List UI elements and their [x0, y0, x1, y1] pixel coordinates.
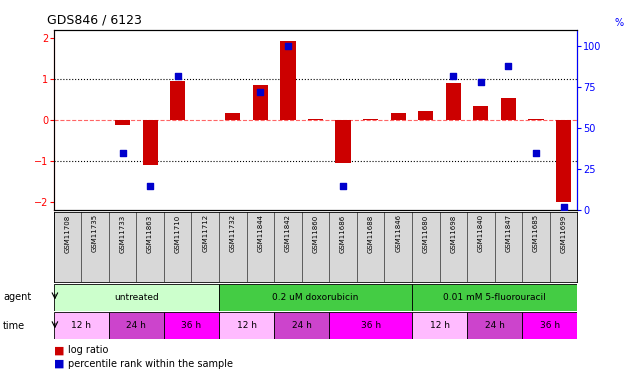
Text: GSM11847: GSM11847	[505, 214, 512, 252]
Bar	[143, 120, 158, 165]
Point	[117, 150, 127, 156]
Text: GSM11844: GSM11844	[257, 214, 263, 252]
Point	[256, 89, 266, 95]
Point	[448, 73, 458, 79]
Bar	[164, 312, 219, 339]
Bar	[308, 119, 323, 120]
Point	[173, 73, 183, 79]
Text: GSM11680: GSM11680	[423, 214, 428, 253]
Text: GSM11686: GSM11686	[340, 214, 346, 253]
Bar	[225, 113, 240, 120]
Text: GSM11708: GSM11708	[64, 214, 71, 253]
Bar	[412, 312, 467, 339]
Bar	[219, 284, 412, 310]
Bar	[336, 120, 351, 163]
Text: 12 h: 12 h	[71, 321, 91, 330]
Text: GSM11710: GSM11710	[175, 214, 180, 253]
Bar	[54, 312, 109, 339]
Bar	[54, 284, 219, 310]
Text: 24 h: 24 h	[126, 321, 146, 330]
Text: time: time	[3, 321, 25, 331]
Text: percentile rank within the sample: percentile rank within the sample	[68, 359, 232, 369]
Text: GSM11863: GSM11863	[147, 214, 153, 253]
Text: 36 h: 36 h	[540, 321, 560, 330]
Bar	[109, 312, 164, 339]
Text: GSM11712: GSM11712	[203, 214, 208, 252]
Bar	[170, 81, 186, 120]
Text: %: %	[614, 18, 623, 28]
Bar	[253, 86, 268, 120]
Bar	[467, 312, 522, 339]
Text: 0.01 mM 5-fluorouracil: 0.01 mM 5-fluorouracil	[444, 292, 546, 302]
Text: 36 h: 36 h	[360, 321, 380, 330]
Text: GSM11846: GSM11846	[395, 214, 401, 252]
Point	[476, 80, 486, 86]
Bar	[329, 312, 412, 339]
Point	[531, 150, 541, 156]
Text: 24 h: 24 h	[485, 321, 505, 330]
Bar	[219, 312, 274, 339]
Text: ■: ■	[54, 359, 64, 369]
Point	[283, 44, 293, 50]
Text: 12 h: 12 h	[430, 321, 449, 330]
Bar	[473, 106, 488, 120]
Point	[558, 204, 569, 210]
Bar	[528, 119, 543, 120]
Text: GSM11685: GSM11685	[533, 214, 539, 252]
Text: GSM11842: GSM11842	[285, 214, 291, 252]
Bar	[280, 41, 295, 120]
Bar	[412, 284, 577, 310]
Text: GSM11698: GSM11698	[451, 214, 456, 253]
Text: untreated: untreated	[114, 292, 159, 302]
Text: GDS846 / 6123: GDS846 / 6123	[47, 13, 142, 26]
Text: GSM11732: GSM11732	[230, 214, 236, 252]
Text: GSM11688: GSM11688	[368, 214, 374, 253]
Bar	[445, 83, 461, 120]
Bar	[522, 312, 577, 339]
Text: GSM11840: GSM11840	[478, 214, 484, 252]
Point	[145, 183, 155, 189]
Text: 0.2 uM doxorubicin: 0.2 uM doxorubicin	[273, 292, 358, 302]
Bar	[556, 120, 571, 202]
Point	[338, 183, 348, 189]
Text: GSM11733: GSM11733	[119, 214, 126, 253]
Text: GSM11699: GSM11699	[560, 214, 567, 253]
Bar	[274, 312, 329, 339]
Text: agent: agent	[3, 292, 32, 302]
Text: GSM11860: GSM11860	[312, 214, 319, 253]
Text: GSM11735: GSM11735	[92, 214, 98, 252]
Bar	[418, 111, 433, 120]
Text: log ratio: log ratio	[68, 345, 108, 355]
Point	[504, 63, 514, 69]
Bar	[115, 120, 130, 125]
Bar	[363, 119, 378, 120]
Text: 12 h: 12 h	[237, 321, 257, 330]
Text: 24 h: 24 h	[292, 321, 312, 330]
Text: ■: ■	[54, 345, 64, 355]
Bar	[391, 113, 406, 120]
Bar	[501, 98, 516, 120]
Text: 36 h: 36 h	[181, 321, 201, 330]
